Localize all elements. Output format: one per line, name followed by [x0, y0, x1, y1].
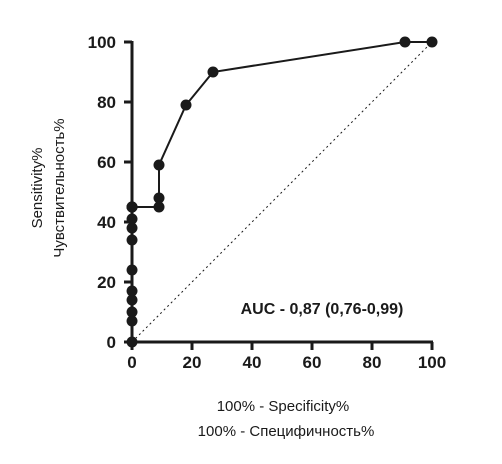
y-axis-title-ru: Чувствительность% [51, 118, 68, 257]
data-point [207, 66, 219, 78]
y-tick-label: 0 [107, 333, 116, 352]
x-tick-label: 100 [418, 353, 446, 372]
x-tick-label: 80 [363, 353, 382, 372]
data-point [153, 201, 165, 213]
x-axis-title-ru: 100% - Специфичность% [198, 423, 375, 440]
y-axis-ticks: 0 20 40 60 80 100 [88, 33, 132, 352]
x-axis-ticks: 0 20 40 60 80 100 [127, 342, 446, 372]
x-tick-label: 20 [183, 353, 202, 372]
y-axis-title-en: Sensitivity% [29, 148, 46, 229]
x-tick-label: 40 [243, 353, 262, 372]
y-tick-label: 100 [88, 33, 116, 52]
data-point [153, 192, 165, 204]
data-point [153, 159, 165, 171]
y-tick-label: 20 [97, 273, 116, 292]
reference-diagonal [131, 41, 433, 343]
data-point [426, 36, 438, 48]
auc-annotation: AUC - 0,87 (0,76-0,99) [241, 301, 404, 318]
y-tick-label: 60 [97, 153, 116, 172]
x-tick-label: 60 [303, 353, 322, 372]
data-point [180, 99, 192, 111]
y-tick-label: 40 [97, 213, 116, 232]
y-tick-label: 80 [97, 93, 116, 112]
data-point [399, 36, 411, 48]
x-tick-label: 0 [127, 353, 136, 372]
x-axis-title-en: 100% - Specificity% [217, 398, 350, 415]
